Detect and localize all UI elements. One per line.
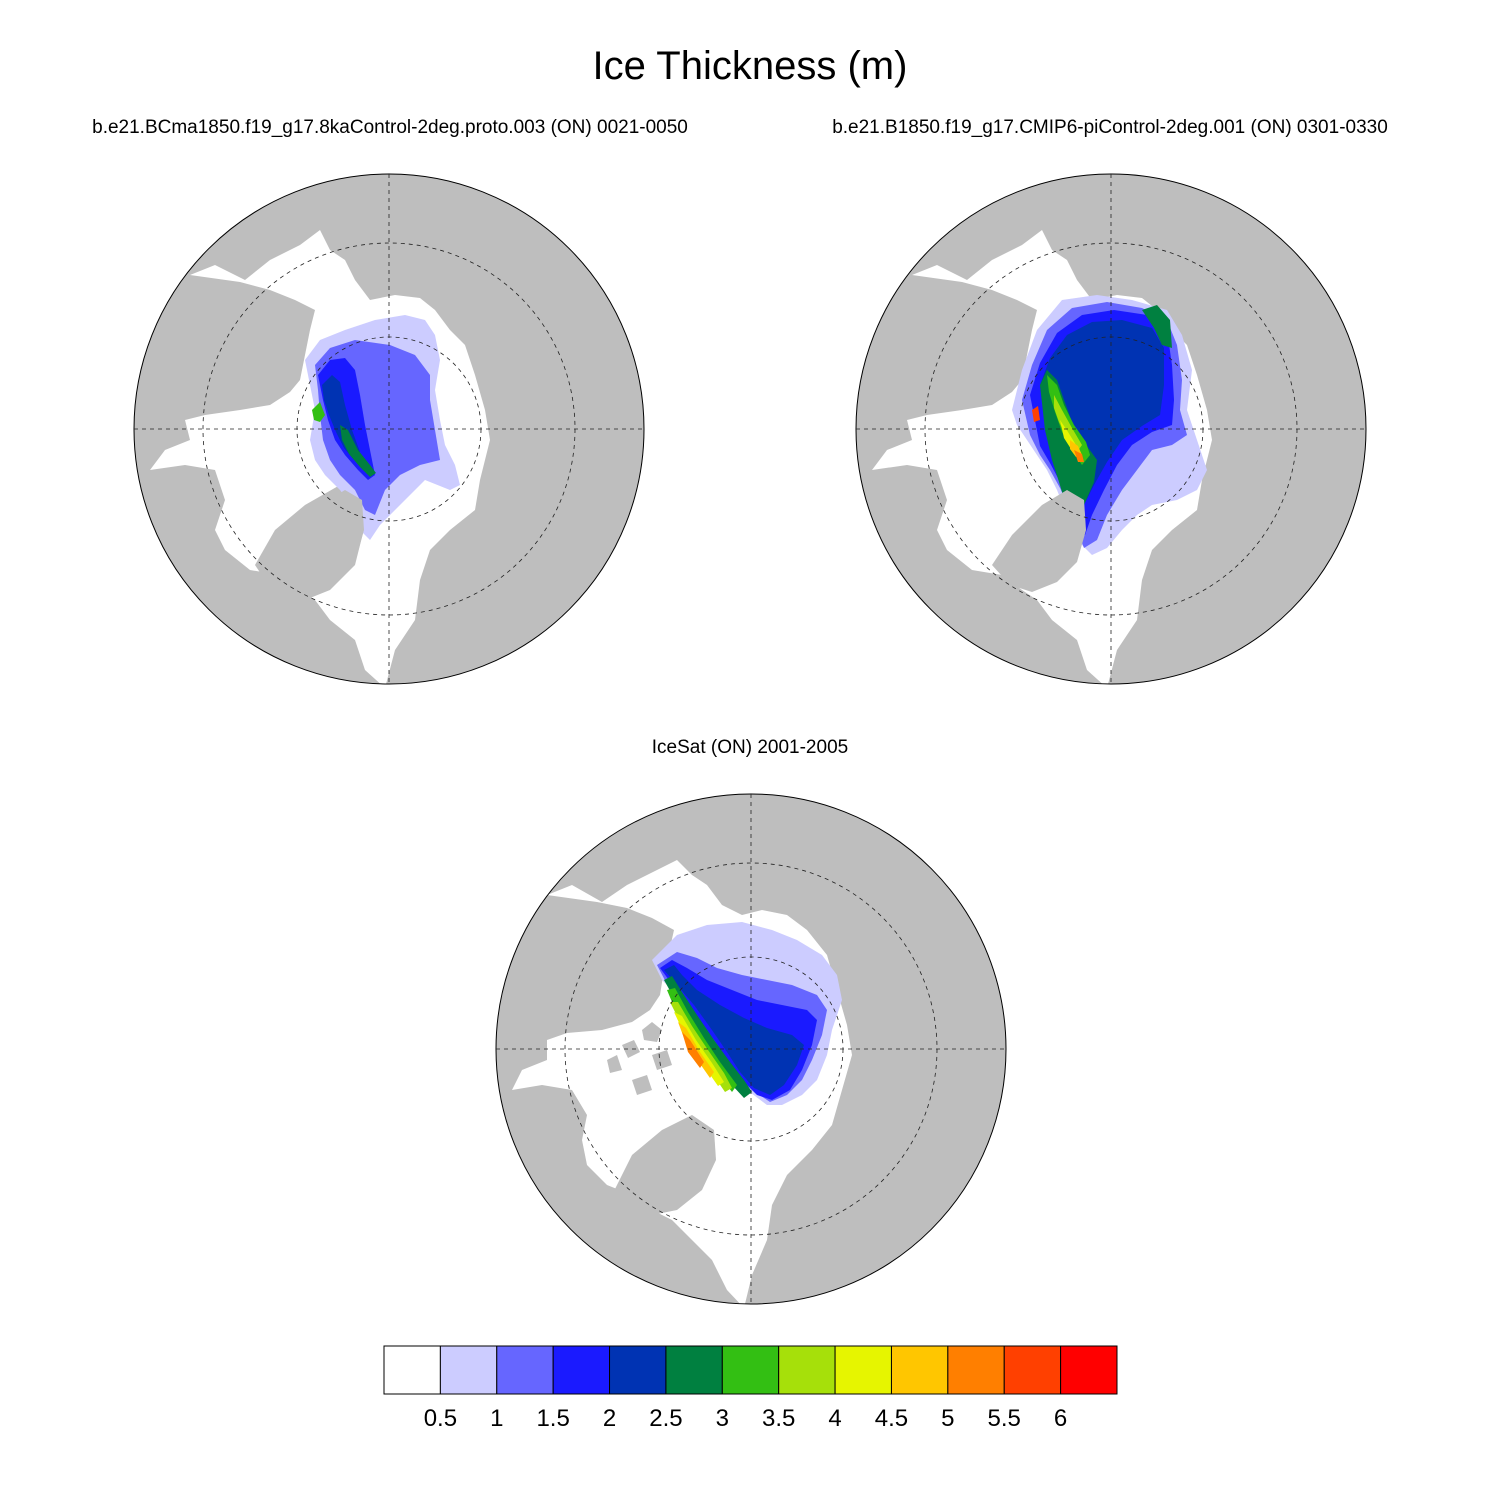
colorbar-tick-label: 5 [941,1405,955,1432]
right-panel-subtitle: b.e21.B1850.f19_g17.CMIP6-piControl-2deg… [832,117,1388,138]
colorbar-tick-label: 6 [1053,1405,1068,1432]
colorbar-tick-label: 4.5 [874,1405,909,1432]
colorbar [383,1345,1118,1395]
colorbar-swatch [552,1345,611,1395]
right-polar-map [855,173,1367,685]
bottom-polar-map [495,793,1007,1305]
arctic-islands [607,1022,672,1095]
ice-thickness-edge-small [1032,406,1040,422]
left-polar-map [133,173,645,685]
colorbar-swatch [947,1345,1005,1395]
colorbar-tick-label: 2.5 [649,1405,683,1432]
colorbar-tick-label: 1 [490,1405,504,1432]
colorbar-swatch [1003,1345,1062,1395]
ice-thickness-3-3-5 [312,402,325,422]
colorbar-swatch [496,1345,554,1395]
colorbar-swatch [778,1345,836,1395]
colorbar-swatch [721,1345,780,1395]
colorbar-tick-label: 4 [828,1405,842,1432]
colorbar-swatch [834,1345,892,1395]
left-panel-subtitle: b.e21.BCma1850.f19_g17.8kaControl-2deg.p… [92,117,688,138]
ice-thickness-5-5-5 [1074,450,1084,462]
ice-thickness-2-5-3 [340,425,376,477]
greenland-land [270,490,364,592]
colorbar-tick-label: 5.5 [987,1405,1021,1432]
ice-thickness-2-2-5 [664,965,804,1095]
colorbar-swatch [609,1345,667,1395]
ice-thickness-edge-green [1142,305,1172,348]
greenland-land [612,1115,716,1215]
colorbar-swatch [439,1345,498,1395]
bottom-panel-subtitle: IceSat (ON) 2001-2005 [651,737,849,758]
figure-title: Ice Thickness (m) [592,44,908,88]
colorbar-tick-label: 2 [602,1405,617,1432]
greenland-land [992,490,1086,592]
colorbar-swatch [665,1345,723,1395]
colorbar-swatch [1060,1345,1118,1395]
ice-thickness-2-5-3 [664,976,752,1098]
ice-thickness-5-5-5 [682,1032,704,1068]
colorbar-tick-label: 1.5 [536,1405,570,1432]
colorbar-tick-label: 0.5 [423,1405,458,1432]
colorbar-tick-label: 3.5 [762,1405,796,1432]
ice-thickness-3-5-4 [1054,395,1082,452]
colorbar-swatch [890,1345,949,1395]
colorbar-tick-label: 3 [715,1405,729,1432]
colorbar-swatch [383,1345,441,1395]
